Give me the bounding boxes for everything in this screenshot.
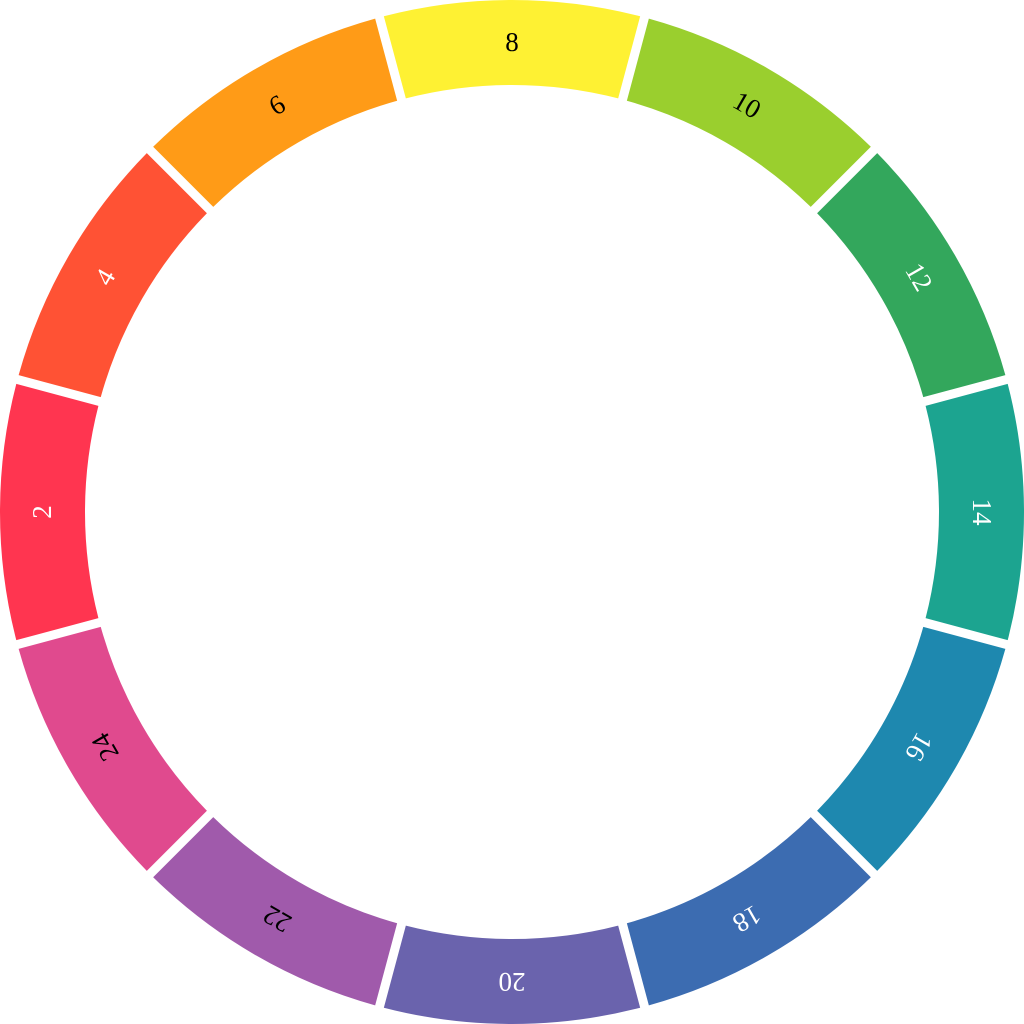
ring-segment: 10 — [626, 18, 871, 207]
ring-segment-fill — [817, 626, 1006, 871]
ring-segment-fill — [383, 0, 641, 99]
ring-segment-label: 14 — [967, 499, 997, 527]
ring-segment-fill — [383, 925, 641, 1024]
ring-segment-fill — [0, 383, 99, 641]
ring-segment: 24 — [18, 626, 207, 871]
ring-segment: 4 — [18, 153, 207, 398]
ring-segment: 12 — [817, 153, 1006, 398]
ring-segment-fill — [817, 153, 1006, 398]
ring-segment-fill — [626, 817, 871, 1006]
ring-segment-label: 2 — [27, 505, 57, 519]
ring-segment-label: 8 — [505, 27, 519, 57]
ring-segment: 16 — [817, 626, 1006, 871]
ring-segment-fill — [153, 817, 398, 1006]
ring-segment: 6 — [153, 18, 398, 207]
ring-segment-label: 20 — [499, 967, 526, 997]
ring-segment-fill — [925, 383, 1024, 641]
ring-segment-fill — [153, 18, 398, 207]
ring-segment-fill — [626, 18, 871, 207]
ring-segment: 22 — [153, 817, 398, 1006]
ring-segment: 18 — [626, 817, 871, 1006]
ring-segment: 2 — [0, 383, 99, 641]
ring-segment: 8 — [383, 0, 641, 99]
ring-segment: 20 — [383, 925, 641, 1024]
ring-segment-fill — [18, 626, 207, 871]
ring-segment-fill — [18, 153, 207, 398]
ring-segment: 14 — [925, 383, 1024, 641]
